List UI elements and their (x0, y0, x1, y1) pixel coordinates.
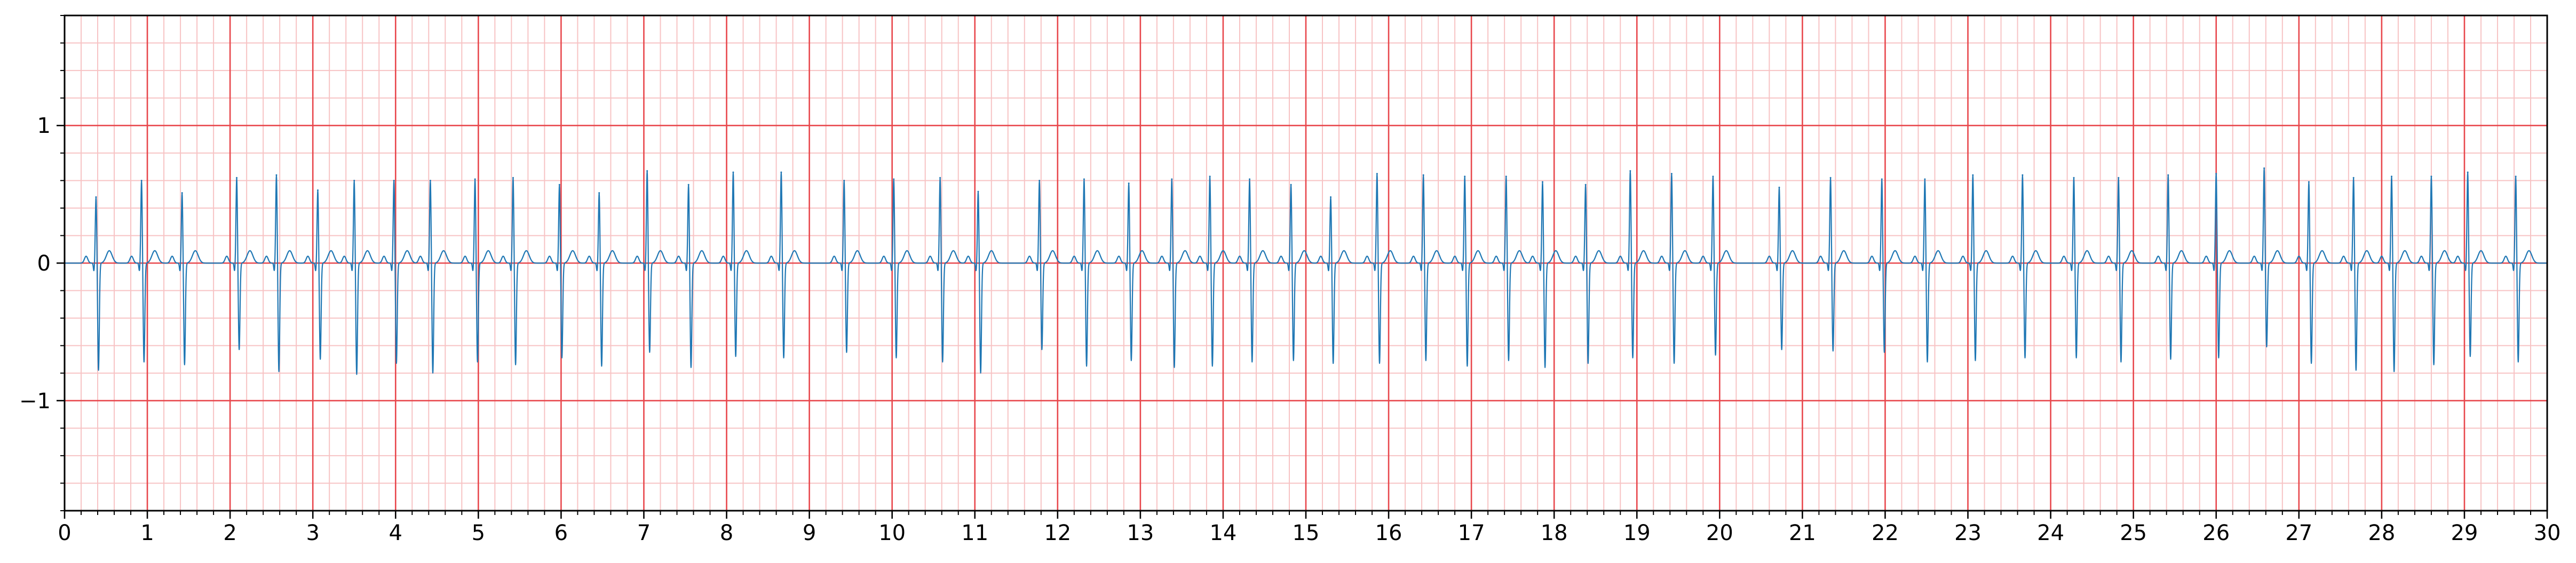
r-peak-point (1881, 178, 1883, 180)
r-peak-point (1972, 174, 1974, 176)
x-tick-label: 11 (961, 521, 988, 545)
r-peak-point (1541, 181, 1543, 183)
r-peak-point (140, 179, 142, 181)
r-peak-point (939, 177, 941, 179)
r-peak-point (317, 189, 319, 191)
x-tick-label: 20 (1706, 521, 1733, 545)
r-peak-point (1083, 178, 1085, 180)
r-peak-point (1670, 172, 1673, 175)
r-peak-point (1464, 176, 1466, 178)
x-tick-label: 1 (140, 521, 154, 545)
r-peak-point (1924, 178, 1926, 180)
x-tick-label: 26 (2202, 521, 2230, 545)
r-peak-point (393, 179, 395, 181)
x-tick-label: 28 (2368, 521, 2395, 545)
x-tick-label: 23 (1954, 521, 1981, 545)
x-tick-label: 13 (1127, 521, 1154, 545)
x-tick-label: 4 (389, 521, 402, 545)
r-peak-point (1330, 196, 1332, 198)
y-tick-label: −1 (19, 389, 51, 414)
r-peak-point (1629, 170, 1631, 172)
r-peak-point (1290, 184, 1292, 186)
r-peak-point (1171, 178, 1173, 180)
x-tick-label: 14 (1209, 521, 1237, 545)
x-tick-label: 5 (472, 521, 485, 545)
r-peak-point (474, 178, 476, 180)
r-peak-point (843, 179, 845, 181)
r-peak-point (181, 192, 183, 194)
r-peak-point (2390, 176, 2392, 178)
ecg-trace-line (64, 168, 2548, 375)
r-peak-point (2215, 172, 2217, 175)
x-tick-label: 6 (554, 521, 568, 545)
r-peak-point (236, 177, 238, 179)
x-tick-label: 10 (878, 521, 906, 545)
x-tick-label: 9 (803, 521, 816, 545)
y-tick-label: 1 (37, 114, 51, 138)
r-peak-point (429, 179, 431, 181)
r-peak-point (977, 191, 979, 193)
r-peak-point (1778, 186, 1780, 188)
r-peak-point (598, 192, 600, 194)
r-peak-point (732, 171, 734, 173)
axes-layer: 0 1 2 3 4 5 6 7 8 9 10 11 12 13 14 15 16 17 18 19 20 21 22 23 24… (19, 14, 2561, 545)
r-peak-point (558, 184, 560, 186)
r-peak-point (2263, 167, 2265, 169)
r-peak-point (1829, 177, 1832, 179)
r-peak-point (1505, 176, 1507, 178)
x-tick-label: 21 (1789, 521, 1816, 545)
r-peak-point (646, 170, 648, 172)
x-tick-label: 8 (720, 521, 733, 545)
r-peak-point (1209, 176, 1211, 178)
r-peak-point (780, 171, 782, 173)
r-peak-point (687, 184, 689, 186)
x-tick-label: 7 (637, 521, 651, 545)
x-tick-label: 27 (2285, 521, 2312, 545)
x-tick-label: 0 (58, 521, 71, 545)
x-tick-label: 2 (223, 521, 236, 545)
r-peak-point (1712, 176, 1714, 178)
r-peak-point (95, 196, 97, 198)
r-peak-point (2118, 177, 2120, 179)
x-tick-label: 24 (2037, 521, 2064, 545)
r-peak-point (1249, 178, 1251, 180)
r-peak-point (1422, 174, 1424, 176)
x-tick-label: 15 (1293, 521, 1320, 545)
x-tick-label: 18 (1541, 521, 1568, 545)
r-peak-point (1039, 179, 1041, 181)
x-tick-label: 3 (306, 521, 319, 545)
x-tick-label: 25 (2120, 521, 2147, 545)
r-peak-point (1376, 172, 1378, 175)
x-tick-label: 30 (2534, 521, 2561, 545)
x-tick-label: 17 (1458, 521, 1485, 545)
r-peak-point (2430, 176, 2432, 178)
r-peak-point (2467, 171, 2469, 173)
r-peak-point (2515, 176, 2517, 178)
x-tick-label: 16 (1375, 521, 1402, 545)
r-peak-point (2073, 177, 2075, 179)
r-peak-point (2308, 181, 2310, 183)
y-tick-label: 0 (37, 251, 51, 276)
r-peak-point (2167, 174, 2169, 176)
x-tick-label: 29 (2451, 521, 2478, 545)
x-tick-label: 12 (1044, 521, 1071, 545)
major-grid (64, 15, 2548, 511)
x-tick-label: 22 (1872, 521, 1899, 545)
x-tick-label: 19 (1623, 521, 1651, 545)
r-peak-point (893, 178, 895, 180)
r-peak-point (1584, 184, 1587, 186)
r-peak-point (353, 179, 355, 181)
r-peak-point (2352, 177, 2355, 179)
r-peak-point (512, 177, 514, 179)
r-peak-point (275, 174, 278, 176)
series-layer (64, 167, 2548, 375)
r-peak-point (1128, 182, 1130, 184)
r-peak-point (2022, 174, 2024, 176)
